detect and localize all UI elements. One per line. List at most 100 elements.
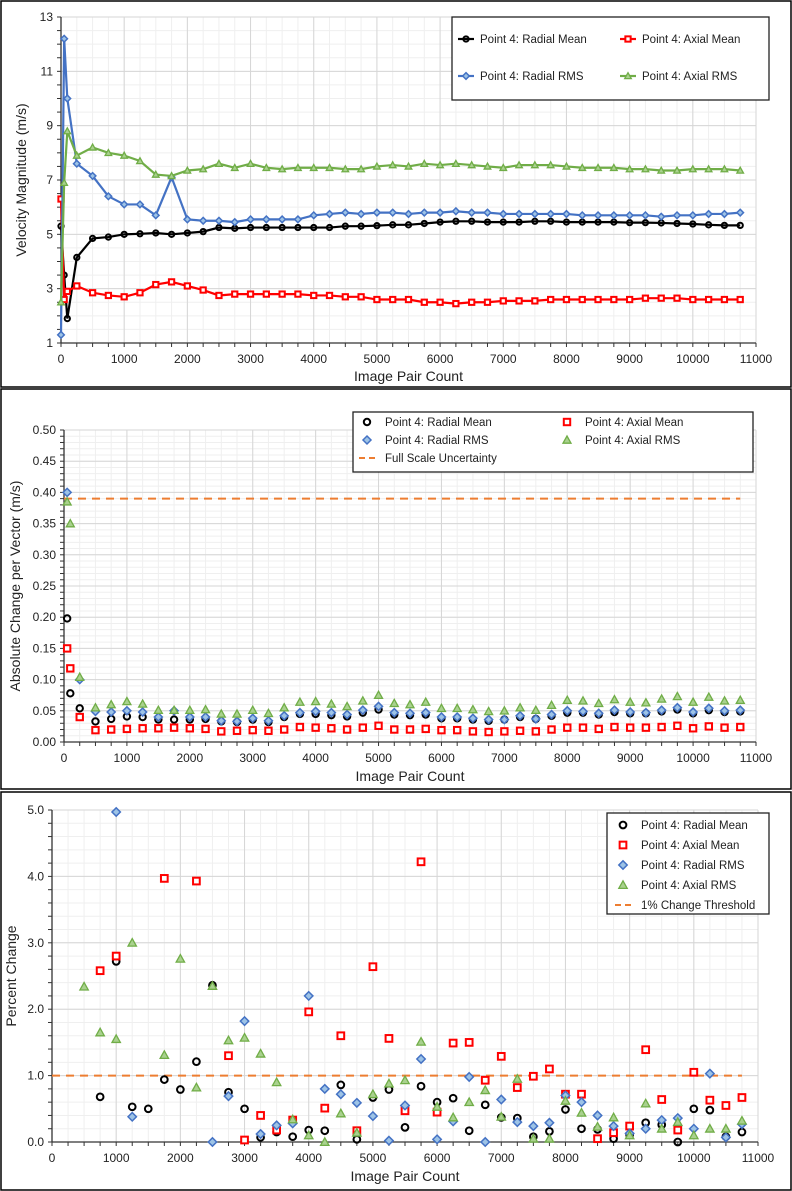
data-point	[310, 223, 318, 232]
data-point	[468, 217, 476, 225]
data-point	[310, 706, 321, 717]
data-point	[641, 219, 650, 227]
series-line	[59, 198, 741, 305]
data-point	[367, 1088, 379, 1099]
data-point	[529, 1071, 538, 1081]
data-point	[110, 1033, 122, 1044]
data-point	[191, 1082, 202, 1092]
data-point	[673, 219, 681, 228]
data-point	[452, 711, 463, 723]
data-point	[641, 164, 650, 173]
series-point-4-axial-mean	[62, 644, 745, 737]
data-point	[594, 295, 602, 304]
data-point	[703, 703, 714, 714]
y-tick-label: 0.35	[33, 517, 57, 531]
data-point	[657, 294, 665, 302]
data-point	[452, 725, 462, 735]
data-point	[152, 229, 160, 237]
data-point	[183, 229, 192, 237]
data-point	[256, 1111, 265, 1120]
data-point	[320, 1103, 330, 1113]
data-point	[735, 705, 746, 716]
data-point	[294, 290, 302, 298]
data-point	[641, 294, 650, 302]
chart-absolute-change: 0 1000 2000 3000 4000 5000 6000 7000 8000 9000 100…	[0, 388, 792, 790]
data-point	[656, 705, 667, 716]
data-point	[111, 951, 121, 961]
data-point	[310, 291, 318, 300]
data-point	[62, 496, 73, 506]
data-point	[593, 163, 603, 172]
data-point	[419, 159, 429, 167]
legend-label: Point 4: Axial RMS	[642, 71, 738, 83]
legend-item: Point 4: Radial Mean	[458, 34, 587, 46]
data-point	[399, 1074, 411, 1085]
data-point	[431, 1101, 443, 1111]
x-tick-label: 8000	[554, 751, 581, 765]
data-point	[239, 1015, 250, 1027]
data-point	[341, 701, 353, 711]
legend-item: Point 4: Axial Mean	[562, 417, 683, 429]
x-tick-label: 11000	[742, 1151, 775, 1165]
data-point	[151, 169, 161, 178]
data-point	[547, 295, 555, 304]
y-tick-label: 5.0	[27, 803, 44, 817]
data-point	[451, 206, 461, 216]
data-point	[467, 704, 479, 714]
y-tick-label: 0.00	[33, 735, 57, 749]
data-point	[720, 1132, 732, 1143]
x-tick-label: 8000	[552, 1151, 579, 1165]
data-point	[531, 217, 539, 225]
data-point	[547, 725, 556, 734]
data-point	[577, 695, 589, 705]
legend: Point 4: Radial Mean Point 4: Axial Mean P…	[352, 411, 754, 473]
data-point	[656, 693, 667, 703]
data-point	[720, 164, 729, 173]
data-point	[75, 704, 84, 713]
data-point	[479, 1084, 491, 1095]
data-point	[372, 208, 382, 217]
data-point	[609, 163, 619, 172]
data-point	[561, 1105, 570, 1114]
data-point	[75, 712, 84, 722]
data-point	[383, 1135, 395, 1146]
data-point	[357, 695, 368, 705]
data-point	[593, 210, 603, 220]
data-point	[452, 702, 463, 713]
data-point	[255, 1128, 266, 1140]
data-point	[499, 297, 507, 305]
data-point	[687, 696, 699, 706]
data-point	[672, 691, 683, 701]
data-point	[74, 671, 85, 681]
data-point	[357, 705, 368, 716]
data-point	[640, 1123, 651, 1134]
data-point	[420, 219, 428, 228]
data-point	[336, 1080, 346, 1090]
data-point	[152, 280, 160, 289]
data-point	[593, 1134, 602, 1144]
data-point	[91, 717, 100, 726]
data-point	[703, 691, 714, 701]
legend-label: Point 4: Axial RMS	[641, 880, 737, 892]
data-point	[464, 1126, 474, 1136]
data-point	[373, 701, 384, 712]
legend-item: 1% Change Threshold	[615, 900, 755, 912]
data-point	[577, 1124, 586, 1134]
data-point	[388, 208, 398, 217]
legend-item: Point 4: Radial RMS	[617, 859, 745, 872]
data-point	[106, 706, 117, 718]
x-tick-label: 7000	[490, 352, 517, 366]
data-point	[373, 222, 381, 230]
data-point	[672, 702, 683, 713]
data-point	[578, 295, 586, 304]
y-tick-label: 0.30	[33, 548, 57, 562]
x-tick-label: 8000	[553, 352, 580, 366]
x-tick-label: 9000	[616, 1151, 643, 1165]
data-point	[689, 1067, 699, 1077]
data-point	[199, 286, 207, 294]
data-point	[304, 1007, 314, 1017]
data-point	[704, 1123, 716, 1133]
data-point	[389, 697, 400, 708]
legend-item: Point 4: Axial Mean	[618, 840, 739, 852]
data-point	[335, 1088, 347, 1100]
